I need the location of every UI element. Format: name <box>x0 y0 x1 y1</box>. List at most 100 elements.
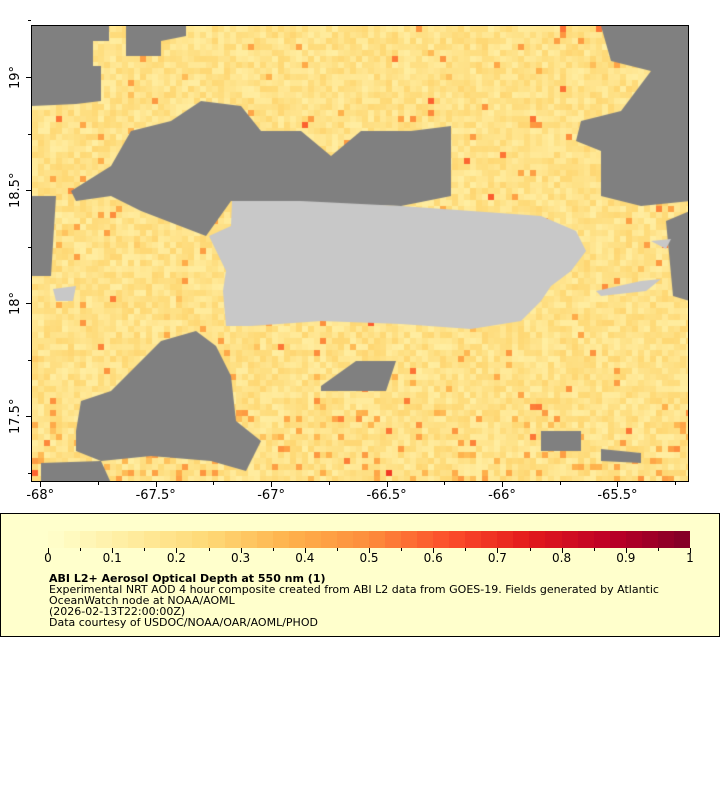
colorbar-swatch <box>545 531 562 548</box>
x-tick <box>501 482 503 487</box>
colorbar-swatch <box>240 531 257 548</box>
y-tick-label: 17.5° <box>8 398 23 434</box>
y-tick-label: 18.5° <box>8 172 23 208</box>
colorbar-swatch <box>449 531 466 548</box>
colorbar-swatch <box>288 531 305 548</box>
colorbar-tick <box>625 548 627 553</box>
x-minor-tick <box>328 482 330 485</box>
y-tick-label: 19° <box>8 65 23 89</box>
colorbar-swatch <box>529 531 546 548</box>
colorbar-swatch <box>577 531 594 548</box>
colorbar-swatch <box>433 531 450 548</box>
colorbar-tick-label: 0.3 <box>231 551 251 565</box>
x-tick <box>271 482 273 487</box>
colorbar-tick <box>272 548 274 551</box>
colorbar-swatch <box>401 531 418 548</box>
colorbar-swatch <box>80 531 97 548</box>
x-tick-label: -65.5° <box>597 488 638 503</box>
colorbar-tick <box>593 548 595 551</box>
y-tick-label: 18° <box>8 291 23 315</box>
colorbar-tick-label: 0.6 <box>423 551 443 565</box>
x-tick-label: -67° <box>257 488 285 503</box>
colorbar-tick <box>80 548 82 551</box>
colorbar-swatch <box>160 531 177 548</box>
colorbar-tick <box>48 548 49 553</box>
y-tick <box>28 133 31 135</box>
colorbar-tick <box>401 548 403 551</box>
colorbar-swatch <box>352 531 369 548</box>
colorbar-swatch <box>224 531 241 548</box>
colorbar-swatch <box>64 531 81 548</box>
colorbar-tick <box>690 548 691 553</box>
colorbar-tick <box>208 548 210 551</box>
colorbar-swatch <box>513 531 530 548</box>
colorbar-swatch <box>417 531 434 548</box>
colorbar-swatch <box>641 531 658 548</box>
colorbar-swatch <box>176 531 193 548</box>
colorbar-swatch <box>368 531 385 548</box>
y-tick <box>26 77 31 79</box>
x-tick-label: -66° <box>488 488 516 503</box>
x-minor-tick <box>559 482 561 485</box>
y-tick <box>26 303 31 305</box>
colorbar-tick-label: 1 <box>686 551 694 565</box>
colorbar-tick <box>240 548 242 553</box>
colorbar <box>48 531 690 548</box>
colorbar-tick <box>433 548 435 553</box>
colorbar-tick <box>144 548 146 551</box>
colorbar-tick <box>497 548 499 553</box>
colorbar-tick <box>112 548 114 553</box>
map-plot <box>31 25 689 482</box>
colorbar-swatch <box>609 531 626 548</box>
y-tick <box>28 359 31 361</box>
x-minor-tick <box>97 482 99 485</box>
colorbar-swatch <box>593 531 610 548</box>
x-tick <box>617 482 619 487</box>
colorbar-tick <box>336 548 338 551</box>
y-tick <box>26 190 31 192</box>
colorbar-tick-label: 0.2 <box>166 551 186 565</box>
aod-map-raster <box>32 26 688 481</box>
x-tick-label: -67.5° <box>135 488 176 503</box>
legend-description: Experimental NRT AOD 4 hour composite cr… <box>49 583 659 596</box>
colorbar-swatch <box>48 531 65 548</box>
colorbar-swatch <box>272 531 289 548</box>
colorbar-swatch <box>112 531 129 548</box>
x-tick <box>386 482 388 487</box>
legend-credit: Data courtesy of USDOC/NOAA/OAR/AOML/PHO… <box>49 616 318 629</box>
colorbar-tick-label: 0.7 <box>487 551 507 565</box>
colorbar-tick <box>561 548 563 553</box>
y-tick <box>28 472 31 474</box>
colorbar-swatch <box>561 531 578 548</box>
y-tick <box>28 246 31 248</box>
colorbar-swatch <box>304 531 321 548</box>
colorbar-swatch <box>497 531 514 548</box>
x-minor-tick <box>444 482 446 485</box>
colorbar-tick-label: 0.8 <box>552 551 572 565</box>
colorbar-swatch <box>208 531 225 548</box>
colorbar-swatch <box>128 531 145 548</box>
x-minor-tick <box>213 482 215 485</box>
colorbar-tick <box>369 548 370 553</box>
legend-panel: 0 0.1 0.2 0.3 0.4 0.5 0.6 0.7 0.8 0.9 1 ABI L2+ Ae… <box>0 513 720 637</box>
colorbar-tick-label: 0 <box>44 551 52 565</box>
colorbar-tick <box>529 548 531 551</box>
colorbar-swatch <box>657 531 674 548</box>
legend-timestamp: (2026-02-13T22:00:00Z) <box>49 605 186 618</box>
colorbar-tick <box>657 548 659 551</box>
x-tick <box>155 482 157 487</box>
colorbar-swatch <box>625 531 642 548</box>
colorbar-swatch <box>96 531 113 548</box>
colorbar-tick-label: 0.1 <box>102 551 122 565</box>
legend-description-2: OceanWatch node at NOAA/AOML <box>49 594 235 607</box>
x-minor-tick <box>675 482 677 485</box>
x-tick <box>40 482 42 487</box>
colorbar-tick <box>176 548 178 553</box>
colorbar-tick <box>465 548 467 551</box>
y-tick <box>28 20 31 22</box>
colorbar-swatch <box>320 531 337 548</box>
colorbar-tick-label: 0.4 <box>295 551 315 565</box>
colorbar-tick-label: 0.5 <box>359 551 379 565</box>
x-tick-label: -68° <box>26 488 55 503</box>
colorbar-swatch <box>384 531 402 548</box>
